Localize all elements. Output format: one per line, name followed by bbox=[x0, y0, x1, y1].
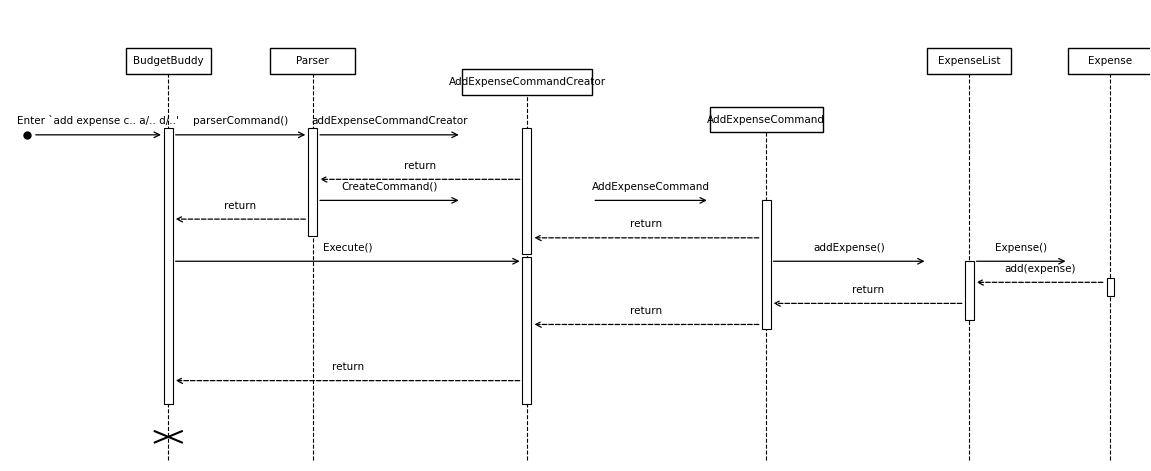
Text: AddExpenseCommand: AddExpenseCommand bbox=[707, 114, 825, 125]
Text: return: return bbox=[852, 285, 884, 295]
Text: Enter `add expense c.. a/.. d/..': Enter `add expense c.. a/.. d/..' bbox=[17, 115, 180, 126]
Text: Parser: Parser bbox=[296, 56, 329, 66]
Text: CreateCommand(): CreateCommand() bbox=[341, 182, 437, 192]
FancyBboxPatch shape bbox=[523, 257, 532, 404]
FancyBboxPatch shape bbox=[463, 69, 592, 95]
FancyBboxPatch shape bbox=[762, 200, 771, 329]
FancyBboxPatch shape bbox=[1068, 48, 1151, 74]
Text: Expense(): Expense() bbox=[994, 243, 1047, 253]
FancyBboxPatch shape bbox=[927, 48, 1012, 74]
FancyBboxPatch shape bbox=[1107, 277, 1113, 296]
Text: add(expense): add(expense) bbox=[1004, 264, 1075, 274]
FancyBboxPatch shape bbox=[710, 107, 823, 132]
Text: return: return bbox=[331, 362, 364, 372]
FancyBboxPatch shape bbox=[965, 261, 974, 320]
FancyBboxPatch shape bbox=[308, 128, 318, 236]
FancyBboxPatch shape bbox=[523, 128, 532, 254]
Text: return: return bbox=[404, 161, 436, 171]
FancyBboxPatch shape bbox=[270, 48, 355, 74]
Text: Expense: Expense bbox=[1088, 56, 1133, 66]
Text: return: return bbox=[631, 219, 663, 229]
Text: addExpenseCommandCreator: addExpenseCommandCreator bbox=[311, 116, 467, 126]
Text: AddExpenseCommandCreator: AddExpenseCommandCreator bbox=[449, 77, 605, 87]
Text: return: return bbox=[631, 306, 663, 316]
Text: AddExpenseCommand: AddExpenseCommand bbox=[592, 182, 710, 192]
FancyBboxPatch shape bbox=[163, 128, 173, 404]
Text: BudgetBuddy: BudgetBuddy bbox=[134, 56, 204, 66]
FancyBboxPatch shape bbox=[125, 48, 211, 74]
Text: addExpense(): addExpense() bbox=[813, 243, 885, 253]
Text: ExpenseList: ExpenseList bbox=[938, 56, 1000, 66]
Text: Execute(): Execute() bbox=[323, 243, 373, 253]
Text: return: return bbox=[224, 201, 257, 211]
Text: parserCommand(): parserCommand() bbox=[193, 116, 288, 126]
